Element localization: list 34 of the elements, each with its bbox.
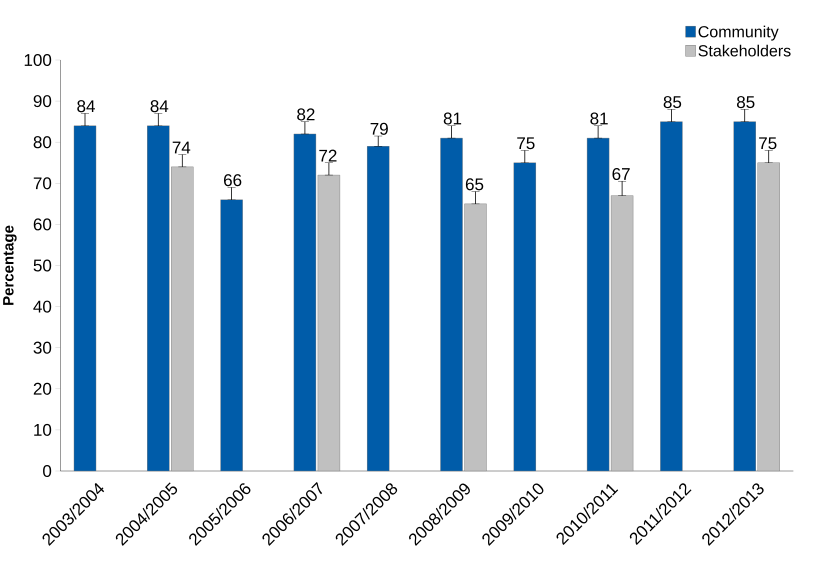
data-label: 81 xyxy=(444,112,462,125)
data-label: 72 xyxy=(319,150,336,162)
bar xyxy=(220,200,243,472)
data-label: 84 xyxy=(77,100,95,112)
y-tick-label: 40 xyxy=(33,300,52,313)
y-axis-title: Percentage xyxy=(3,226,17,305)
legend-label: Stakeholders xyxy=(698,44,791,56)
y-tick-label: 70 xyxy=(34,177,52,190)
y-tick-label: 10 xyxy=(34,424,52,436)
data-label: 75 xyxy=(759,137,776,150)
y-tick-label: 100 xyxy=(24,54,52,66)
y-tick-label: 50 xyxy=(34,259,52,272)
data-label: 85 xyxy=(664,96,682,108)
legend-label: Community xyxy=(698,26,779,41)
bar xyxy=(660,121,683,472)
data-label: 82 xyxy=(297,108,314,120)
data-label: 84 xyxy=(150,100,168,112)
y-tick-label: 90 xyxy=(34,95,52,108)
y-tick-label: 80 xyxy=(34,136,52,148)
data-label: 75 xyxy=(517,137,535,150)
data-label: 74 xyxy=(172,142,190,154)
bar xyxy=(74,126,96,472)
y-tick-label: 60 xyxy=(34,218,52,230)
data-label: 81 xyxy=(590,112,608,125)
data-label: 65 xyxy=(466,178,484,190)
data-label: 85 xyxy=(736,96,754,108)
data-label: 79 xyxy=(370,122,388,135)
data-label: 66 xyxy=(224,174,242,186)
y-tick-label: 30 xyxy=(34,342,52,354)
bar xyxy=(367,146,390,472)
bar xyxy=(514,162,536,472)
y-tick-label: 0 xyxy=(43,464,52,478)
data-label: 67 xyxy=(612,168,630,180)
y-tick-label: 20 xyxy=(34,382,52,395)
